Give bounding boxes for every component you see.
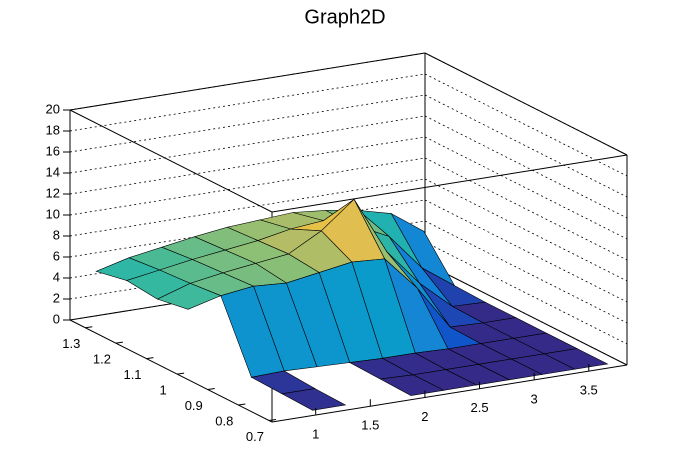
grid-line [69,136,426,195]
x-tick-label: 1.5 [361,418,379,433]
z-tick-label: 8 [53,227,60,242]
y-tick [177,372,185,375]
grid-line [424,136,628,240]
grid-line [424,157,628,261]
y-tick-label: 0.7 [246,429,264,444]
z-tick-label: 14 [46,164,60,179]
y-tick [85,326,93,329]
grid-line [424,178,628,282]
z-tick-label: 2 [53,290,60,305]
y-tick-label: 1.1 [123,367,141,382]
y-tick [238,403,246,406]
z-tick-label: 18 [46,122,60,137]
y-tick [207,388,215,391]
z-tick-label: 10 [46,206,60,221]
x-tick-label: 3.5 [580,383,598,398]
grid-line [424,73,628,177]
grid-line [69,73,426,132]
grid-line [69,157,426,216]
x-tick-label: 1 [312,426,319,441]
grid-line [424,115,628,219]
frame-edge [69,52,426,111]
z-tick-label: 6 [53,248,60,263]
grid-line [69,115,426,174]
z-tick-label: 16 [46,143,60,158]
y-tick [268,418,277,421]
y-tick [115,341,123,344]
surface-cell [156,283,222,310]
z-tick-label: 12 [46,185,60,200]
z-tick-label: 0 [53,311,60,326]
frame-edge [69,109,273,213]
y-tick-label: 0.8 [215,413,233,428]
z-tick-label: 20 [46,101,60,116]
frame-edge [271,154,628,213]
y-tick-label: 1.3 [62,336,80,351]
x-tick-label: 2 [421,409,428,424]
y-tick-label: 1 [160,383,167,398]
x-tick-label: 3 [531,391,538,406]
grid-line [69,94,426,153]
y-tick-label: 0.9 [185,398,203,413]
chart-title: Graph2D [304,6,385,28]
surface-cell [379,374,445,396]
frame-edge [424,262,628,366]
frame-edge [424,52,628,156]
surface-cell [281,388,347,411]
x-tick-label: 2.5 [470,400,488,415]
frame-edge [271,364,628,423]
y-tick [146,357,154,360]
grid-line [424,94,628,198]
z-tick-label: 4 [53,269,60,284]
y-tick-label: 1.2 [93,352,111,367]
